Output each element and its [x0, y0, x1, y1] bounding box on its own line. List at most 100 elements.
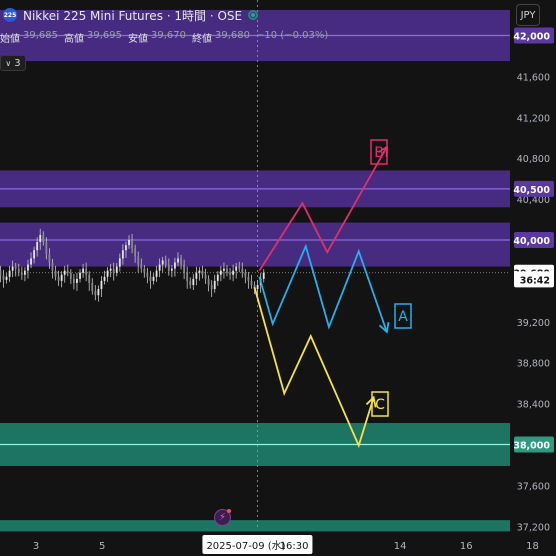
- candle-body: [76, 278, 78, 283]
- candle-body: [164, 260, 167, 265]
- market-open-icon: [248, 10, 259, 20]
- change-value: −10 (−0.03%): [256, 30, 329, 41]
- candle-body: [121, 250, 124, 259]
- candle-body: [45, 242, 48, 255]
- y-tick-label: 39,200: [517, 318, 550, 329]
- x-tick-label: 3: [33, 541, 39, 552]
- lightning-event-icon[interactable]: ⚡: [214, 509, 231, 526]
- x-tick-label: 16: [460, 541, 473, 552]
- price-axis-background: [512, 30, 556, 556]
- price-label-support: 38,000: [513, 441, 550, 452]
- candle-body: [112, 268, 115, 273]
- chevron-down-icon: ∨: [5, 58, 12, 68]
- zone-support[interactable]: [0, 520, 510, 532]
- candle-body: [256, 284, 259, 290]
- candle-body: [106, 270, 109, 277]
- y-tick-label: 41,600: [517, 72, 550, 83]
- candle-body: [42, 234, 45, 243]
- candle-body: [152, 276, 155, 281]
- candle-body: [17, 268, 20, 273]
- candle-body: [183, 264, 186, 273]
- scenario-label-box-a: [394, 303, 412, 329]
- open-value: 39,685: [23, 30, 58, 41]
- symbol-title[interactable]: Nikkei 225 Mini Futures · 1時間 · OSE: [23, 8, 243, 23]
- price-label-resistance: 42,000: [513, 32, 550, 43]
- candle-body: [8, 270, 11, 277]
- candle-body: [149, 276, 152, 281]
- candle-body: [201, 270, 204, 275]
- candle-body: [235, 266, 238, 271]
- price-label-box: [514, 271, 554, 288]
- candle-body: [167, 264, 170, 271]
- x-tick-label: 5: [99, 541, 105, 552]
- symbol-logo-icon[interactable]: 225: [3, 8, 17, 22]
- candle-body: [262, 272, 265, 279]
- candle-body: [94, 291, 97, 296]
- scenario-layer: A B C: [253, 139, 412, 449]
- candle-body: [82, 268, 84, 273]
- candle-body: [140, 264, 143, 269]
- candle-body: [0, 270, 2, 276]
- candle-body: [216, 274, 219, 281]
- candle-body: [24, 270, 26, 275]
- price-label-box: [514, 436, 554, 453]
- price-label-resistance: 40,500: [513, 185, 550, 196]
- candle-body: [2, 275, 5, 280]
- crosshair-date-label: 2025-07-09 (水): [206, 540, 285, 552]
- candle-body: [189, 280, 192, 285]
- candle-body: [20, 272, 23, 275]
- y-tick-label: 40,400: [517, 195, 550, 206]
- candle-body: [229, 272, 231, 275]
- price-label-box: [514, 180, 554, 197]
- candle-body: [226, 268, 228, 273]
- scenario-path-c[interactable]: [253, 286, 375, 449]
- zone-resistance[interactable]: [0, 222, 510, 267]
- candle-body: [66, 270, 69, 273]
- candle-body: [247, 276, 250, 281]
- candle-body: [213, 280, 216, 290]
- y-tick-label: 41,200: [517, 113, 550, 124]
- candle-body: [207, 278, 210, 285]
- candle-body: [115, 266, 118, 273]
- candle-body: [109, 268, 112, 271]
- candle-body: [14, 266, 17, 269]
- candle-body: [39, 234, 42, 243]
- currency-button[interactable]: JPY: [516, 4, 540, 26]
- candle-body: [180, 258, 182, 265]
- candle-body: [177, 258, 179, 263]
- scenario-label-a: A: [398, 309, 408, 325]
- high-label: 高値: [64, 34, 84, 45]
- open-label: 始値: [0, 34, 20, 45]
- candle-body: [60, 274, 63, 281]
- price-label-box: [514, 232, 554, 248]
- candle-body: [244, 272, 247, 277]
- candle-body: [33, 250, 35, 259]
- close-value: 39,680: [215, 30, 250, 41]
- indicators-toggle-button[interactable]: ∨ 3: [0, 55, 26, 71]
- candle-body: [27, 264, 29, 271]
- scenario-path-a[interactable]: [258, 243, 388, 333]
- candle-body: [48, 254, 51, 263]
- scenario-path-b[interactable]: [258, 146, 388, 272]
- candle-body: [170, 268, 173, 271]
- y-tick-label: 40,800: [517, 154, 550, 165]
- price-label-resistance: 40,000: [513, 236, 550, 247]
- candle-body: [195, 272, 198, 279]
- low-value: 39,670: [151, 30, 186, 41]
- crosshair-time-label: 16:30: [280, 541, 309, 552]
- candle-body: [91, 282, 94, 292]
- candle-body: [85, 268, 88, 275]
- candle-body: [186, 272, 189, 281]
- candle-body: [97, 289, 100, 296]
- candle-body: [250, 280, 253, 285]
- candle-body: [174, 262, 176, 269]
- candle-body: [11, 266, 14, 271]
- crosshair-date-box: [202, 535, 313, 554]
- candle-body: [155, 270, 158, 277]
- candle-body: [146, 272, 149, 277]
- candle-body: [79, 272, 81, 279]
- close-label: 終値: [192, 34, 212, 45]
- candle-body: [100, 280, 103, 290]
- candle-body: [198, 270, 201, 273]
